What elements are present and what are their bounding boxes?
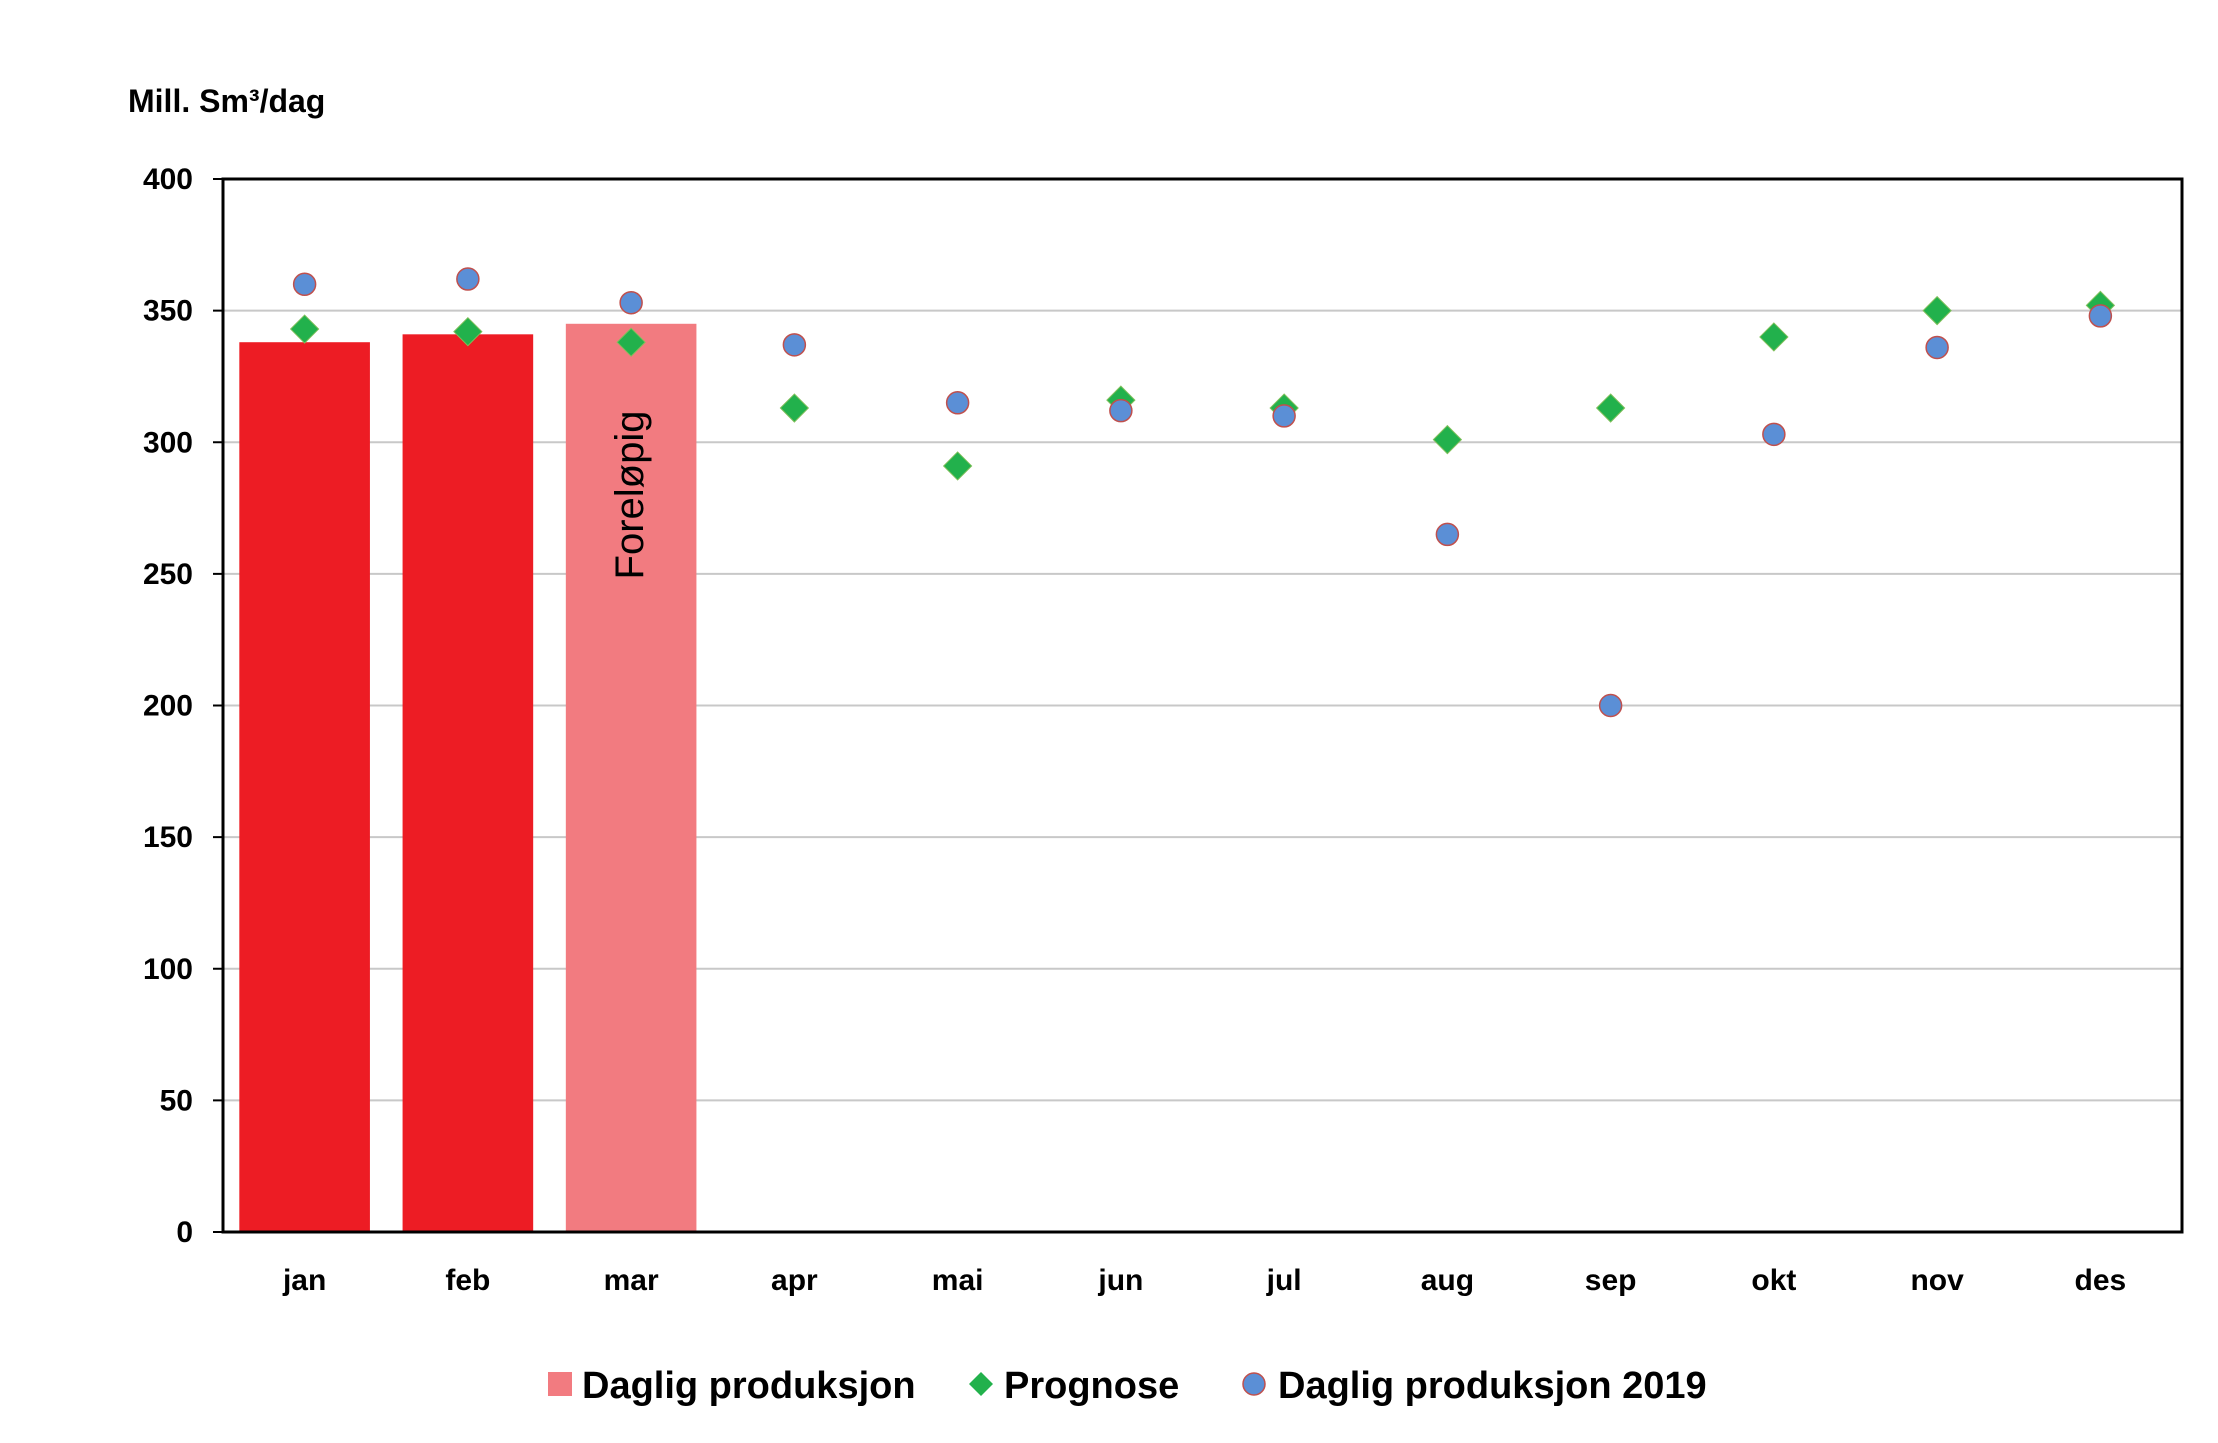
x-tick-label: mai (932, 1264, 984, 1297)
legend-label-prognose: Prognose (1004, 1365, 1179, 1407)
production-2019-point-mai (945, 391, 970, 415)
production-2019-point-jan (292, 272, 317, 297)
grid (223, 309, 2182, 1102)
production-2019-point-jul (1272, 404, 1296, 428)
prognose-point-sep (1595, 393, 1626, 423)
bar-feb (402, 334, 534, 1232)
legend-bar-swatch (548, 1372, 572, 1396)
bar-jan (239, 342, 370, 1233)
legend-diamond-marker (969, 1372, 993, 1396)
y-tick-label: 200 (143, 690, 193, 723)
production-2019-point-feb (456, 267, 480, 291)
production-2019-point-apr (782, 333, 807, 357)
x-tick-label: sep (1585, 1264, 1637, 1297)
x-tick-label: nov (1910, 1264, 1964, 1297)
y-axis-label: Mill. Sm³/dag (128, 83, 325, 119)
x-tick-label: jun (1097, 1264, 1143, 1297)
prognose-point-okt (1759, 322, 1789, 352)
x-tick-label: jul (1266, 1264, 1302, 1297)
x-tick-label: apr (771, 1264, 818, 1297)
production-2019-point-sep (1598, 693, 1623, 718)
y-axis-ticks: 0 50 100 150 200 250 300 350 400 (143, 163, 223, 1249)
y-tick-label: 100 (143, 953, 193, 986)
production-2019-point-des (2088, 304, 2113, 328)
prognose-point-aug (1432, 424, 1463, 455)
prognose-point-apr (779, 393, 810, 423)
x-tick-label: des (2075, 1264, 2127, 1297)
y-tick-label: 400 (143, 163, 193, 196)
y-tick-label: 300 (143, 426, 193, 459)
prognose-point-mar (616, 327, 646, 357)
y-tick-label: 350 (143, 295, 193, 328)
prognose-point-nov (1922, 295, 1952, 326)
x-axis-ticks: jan feb mar apr mai jun jul aug sep okt nov des (282, 1264, 2126, 1297)
prognose-point-feb (453, 316, 483, 347)
bar-mar (565, 323, 697, 1233)
production-2019-point-mar (619, 290, 643, 315)
production-2019-point-okt (1762, 422, 1786, 447)
x-tick-label: mar (604, 1264, 659, 1297)
x-tick-label: feb (445, 1264, 490, 1297)
legend-label-bars: Daglig produksjon (582, 1365, 916, 1407)
production-2019-point-jun (1109, 398, 1133, 423)
x-tick-label: jan (282, 1264, 326, 1297)
x-tick-label: okt (1751, 1264, 1796, 1297)
y-tick-label: 50 (160, 1084, 193, 1117)
production-2019-point-aug (1435, 522, 1460, 547)
legend-circle-marker (1242, 1372, 1266, 1396)
y-tick-label: 250 (143, 558, 193, 591)
bars: Foreløpig (239, 323, 697, 1233)
x-tick-label: aug (1421, 1264, 1474, 1297)
y-tick-label: 0 (176, 1216, 193, 1249)
y-tick-label: 150 (143, 821, 193, 854)
bar-annotation: Foreløpig (608, 411, 652, 580)
prognose-point-mai (942, 451, 973, 481)
legend-label-production-2019: Daglig produksjon 2019 (1278, 1365, 1707, 1407)
prognose-point-jan (289, 314, 320, 344)
production-2019-point-nov (1925, 335, 1949, 360)
points (289, 267, 2116, 718)
legend: Daglig produksjon Prognose Daglig produksj… (548, 1365, 1707, 1407)
